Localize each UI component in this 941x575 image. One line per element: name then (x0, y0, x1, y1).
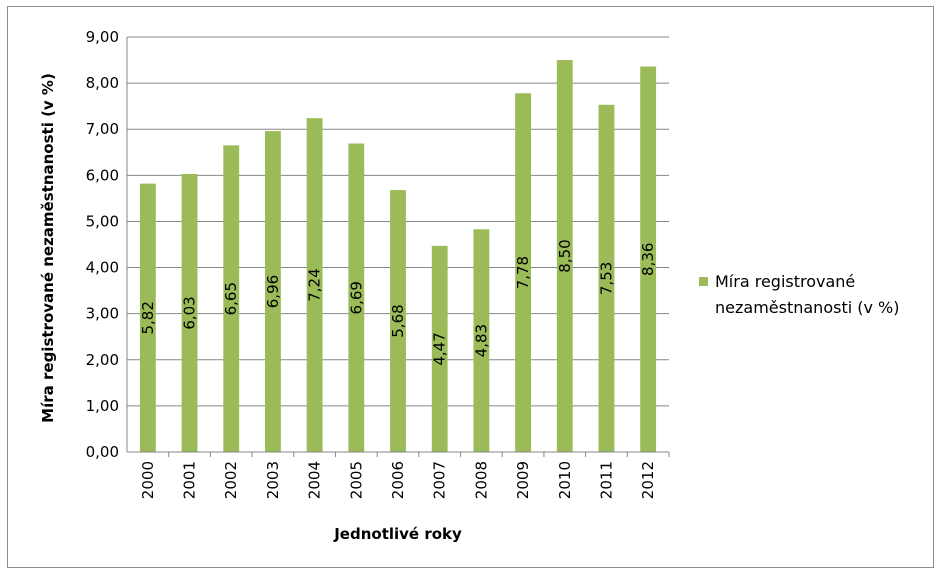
x-tick-label: 2008 (472, 461, 490, 499)
bar (431, 245, 448, 452)
bar (515, 93, 531, 452)
data-label: 7,78 (514, 256, 532, 289)
bar (139, 183, 156, 452)
y-tick-label: 3,00 (86, 305, 119, 323)
x-tick-label: 2007 (431, 461, 449, 499)
bar (598, 104, 615, 453)
x-tick-label: 2002 (222, 461, 240, 499)
bar (348, 143, 365, 452)
x-tick-label: 2000 (139, 461, 157, 499)
legend: Míra registrované nezaměstnanosti (v %) (699, 272, 899, 317)
data-labels: 5,82 6,03 6,65 6,96 7,24 6,69 5,68 4,47 4,83 7,78… (139, 239, 657, 365)
x-tick-label: 2010 (556, 461, 574, 499)
bar (640, 66, 657, 452)
y-tick-label: 9,00 (86, 28, 119, 46)
y-tick-label: 7,00 (86, 120, 119, 138)
x-tick-label: 2012 (639, 461, 657, 499)
x-tick-label: 2011 (597, 461, 615, 499)
data-label: 8,36 (639, 243, 657, 276)
bar (223, 145, 240, 452)
x-tick-label: 2006 (389, 461, 407, 499)
x-axis-title: Jednotlivé roky (333, 525, 462, 543)
bar (556, 60, 573, 453)
y-tick-label: 8,00 (86, 74, 119, 92)
data-label: 6,65 (222, 282, 240, 315)
data-label: 4,83 (472, 324, 490, 357)
y-tick-label: 6,00 (86, 166, 119, 184)
chart-frame (7, 6, 934, 568)
y-tick-label: 1,00 (86, 397, 119, 415)
data-label: 5,82 (139, 301, 157, 334)
y-tick-label: 0,00 (86, 443, 119, 461)
bars (139, 60, 657, 453)
bar (181, 173, 198, 452)
x-tick-label: 2004 (306, 461, 324, 499)
bar (390, 190, 406, 453)
bar (473, 229, 490, 452)
bar (306, 118, 323, 453)
x-tick-labels: 2000 2001 2002 2003 2004 2005 2006 2007 2008 2009… (139, 461, 657, 499)
y-tick-labels: 0,00 1,00 2,00 3,00 4,00 5,00 6,00 7,00 8,00 9,00 (86, 28, 119, 461)
y-tick-label: 2,00 (86, 351, 119, 369)
data-label: 6,69 (347, 281, 365, 314)
x-tick-label: 2001 (181, 461, 199, 499)
x-tick-label: 2009 (514, 461, 532, 499)
x-tick-label: 2003 (264, 461, 282, 499)
legend-label-line-2: nezaměstnanosti (v %) (715, 298, 899, 317)
y-tick-label: 5,00 (86, 212, 119, 230)
bar (265, 131, 281, 453)
data-label: 6,03 (181, 296, 199, 329)
x-tick-label: 2005 (347, 461, 365, 499)
legend-swatch (699, 277, 708, 286)
data-label: 7,53 (597, 262, 615, 295)
data-label: 5,68 (389, 304, 407, 337)
y-axis-title: Míra registrované nezaměstnanosti (v %) (39, 73, 57, 423)
data-label: 6,96 (264, 275, 282, 308)
data-label: 8,50 (556, 239, 574, 272)
legend-label-line-1: Míra registrované (715, 272, 855, 291)
y-tick-label: 4,00 (86, 259, 119, 277)
data-label: 7,24 (306, 268, 324, 301)
axes (126, 37, 670, 457)
data-label: 4,47 (431, 332, 449, 365)
